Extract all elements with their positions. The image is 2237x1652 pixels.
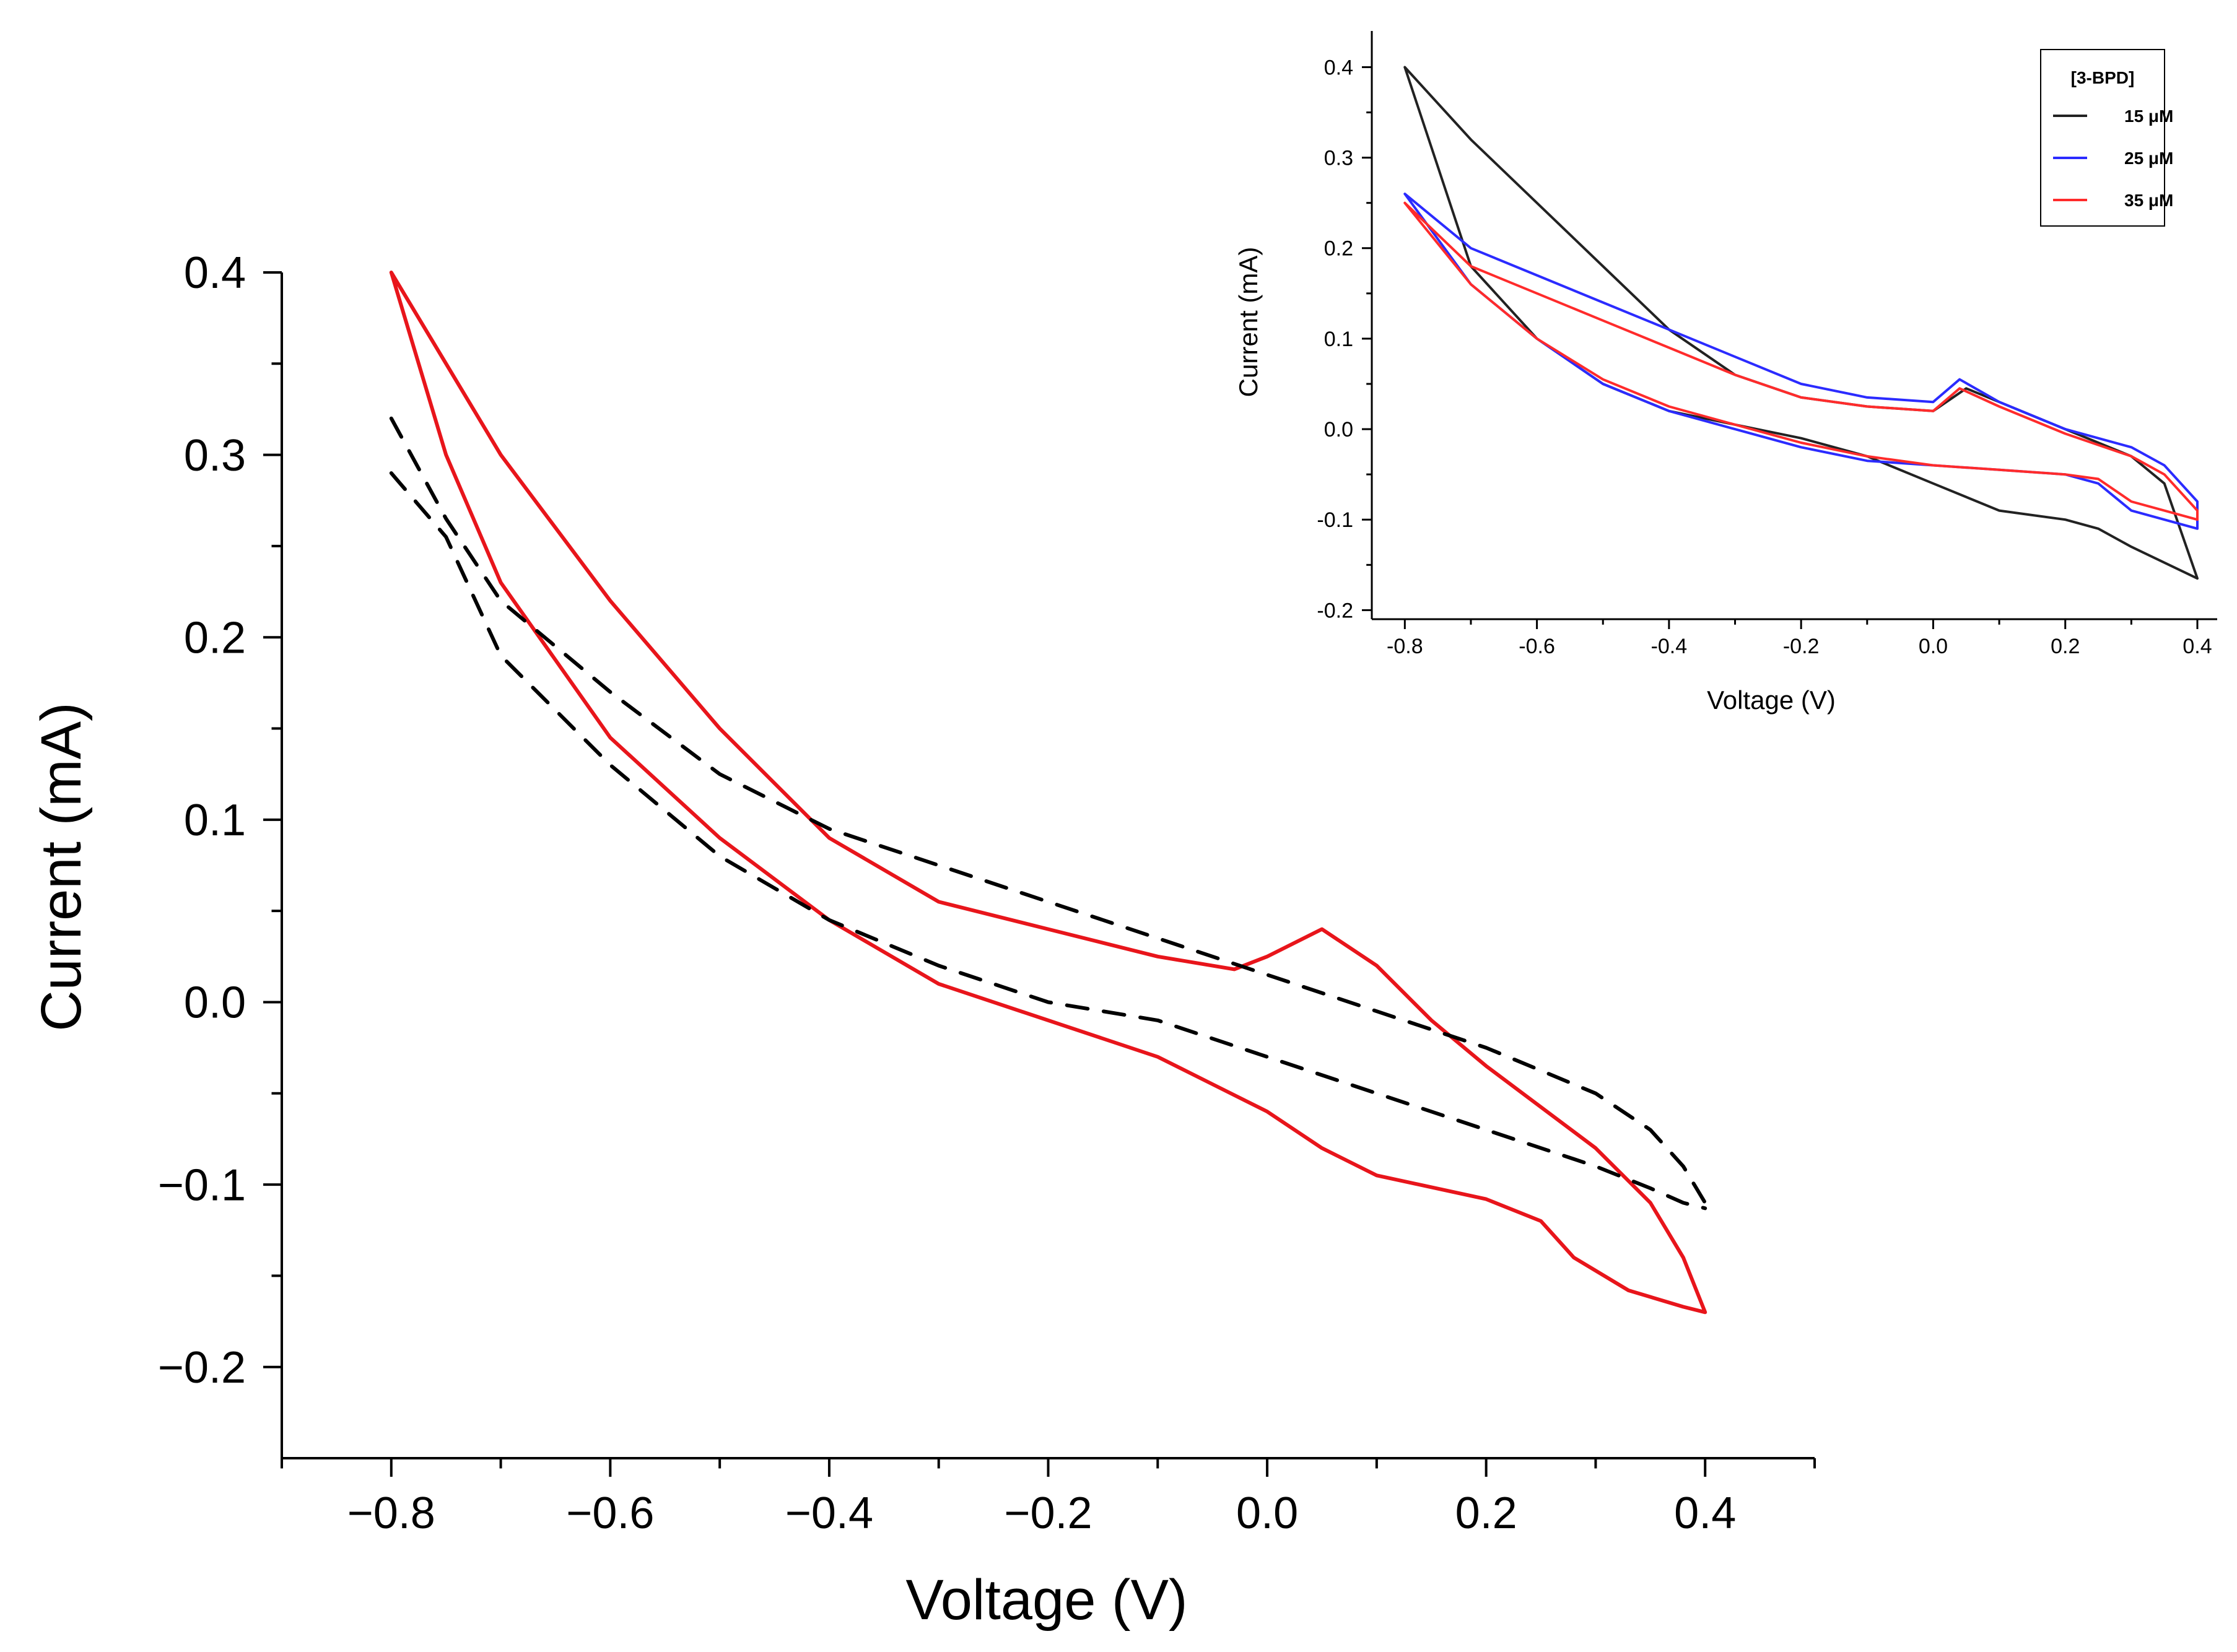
inset-legend-box: [2040, 49, 2165, 227]
inset-y-tick-label: 0.4: [1324, 56, 1353, 79]
inset-y-tick-label: 0.3: [1324, 147, 1353, 170]
main-y-tick-label: 0.0: [184, 978, 246, 1028]
main-x-tick-label: −0.2: [1004, 1489, 1092, 1538]
inset-y-tick-label: 0.1: [1324, 328, 1353, 351]
inset-series-group: [1403, 66, 2199, 580]
legend-label-25uM: 25 μM: [2124, 149, 2173, 168]
main-series-line-0: [389, 271, 1707, 1315]
main-y-tick-label: 0.4: [184, 248, 246, 298]
main-y-ticks: 0.4 0.3 0.2 0.1 0.0 −0.1 −0.2: [158, 248, 282, 1393]
main-chart: 0.4 0.3 0.2 0.1 0.0 −0.1 −0.2 −0.8 −0.6 −0.4 −0.2…: [30, 248, 1816, 1632]
inset-y-tick-label: -0.1: [1317, 508, 1353, 532]
inset-x-tick-label: -0.6: [1519, 635, 1555, 658]
main-x-ticks: −0.8 −0.6 −0.4 −0.2 0.0 0.2 0.4: [281, 1458, 1816, 1538]
inset-y-tick-label: 0.2: [1324, 237, 1353, 261]
inset-legend: [3-BPD] 15 μM 25 μM 35 μM: [2040, 49, 2173, 227]
inset-x-tick-label: 0.2: [2051, 635, 2080, 658]
main-series-line-1: [389, 416, 1707, 1205]
inset-series-line-0: [1403, 66, 2199, 580]
main-x-tick-label: 0.0: [1236, 1489, 1298, 1538]
main-x-tick-label: −0.8: [347, 1489, 435, 1538]
main-y-tick-label: 0.3: [184, 431, 246, 480]
legend-label-15uM: 15 μM: [2124, 107, 2173, 126]
main-x-tick-label: −0.4: [785, 1489, 873, 1538]
main-y-tick-label: −0.2: [158, 1343, 246, 1393]
main-x-tick-label: −0.6: [566, 1489, 654, 1538]
inset-legend-title: [3-BPD]: [2071, 68, 2135, 87]
main-y-tick-label: 0.2: [184, 613, 246, 663]
inset-y-tick-label: -0.2: [1317, 599, 1353, 622]
inset-x-tick-label: -0.4: [1651, 635, 1688, 658]
main-y-tick-label: 0.1: [184, 796, 246, 845]
inset-x-tick-label: -0.8: [1387, 635, 1423, 658]
main-y-axis-label: Current (mA): [30, 702, 93, 1032]
inset-x-tick-label: -0.2: [1783, 635, 1820, 658]
main-series-line-2: [389, 471, 1707, 1211]
inset-y-axis-label: Current (mA): [1234, 247, 1263, 398]
inset-x-axis-label: Voltage (V): [1707, 685, 1836, 715]
main-series-group: [389, 271, 1707, 1315]
inset-y-tick-label: 0.0: [1324, 418, 1353, 441]
inset-x-tick-label: 0.4: [2182, 635, 2212, 658]
main-y-tick-label: −0.1: [158, 1160, 246, 1210]
inset-y-ticks: 0.4 0.3 0.2 0.1 0.0 -0.1 -0.2: [1317, 56, 1372, 622]
main-x-tick-label: 0.4: [1674, 1489, 1736, 1538]
inset-x-ticks: -0.8 -0.6 -0.4 -0.2 0.0 0.2 0.4: [1387, 619, 2212, 658]
main-x-axis-label: Voltage (V): [905, 1568, 1187, 1632]
inset-series-line-2: [1403, 201, 2199, 521]
inset-x-tick-label: 0.0: [1919, 635, 1948, 658]
legend-label-35uM: 35 μM: [2124, 191, 2173, 210]
main-x-tick-label: 0.2: [1455, 1489, 1517, 1538]
inset-chart: 0.4 0.3 0.2 0.1 0.0 -0.1 -0.2 -0.8 -0.6 -0.4 -0.2…: [1234, 31, 2217, 715]
inset-series-line-1: [1403, 193, 2199, 530]
